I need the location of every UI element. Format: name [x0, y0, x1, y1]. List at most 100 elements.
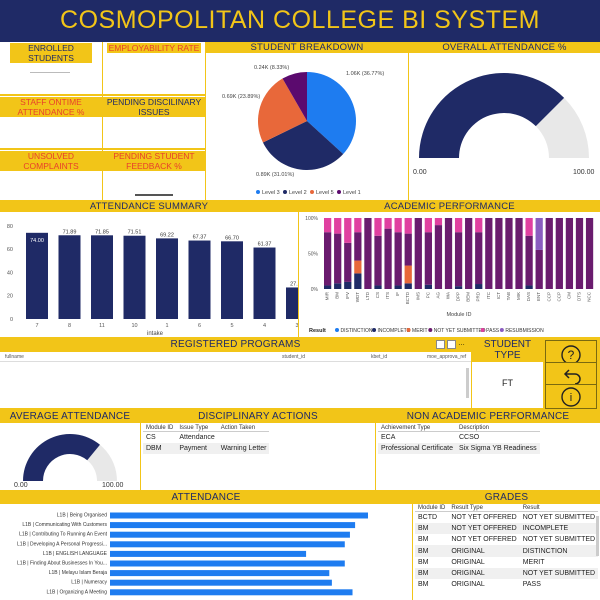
student-type-value[interactable]: FT: [502, 378, 513, 388]
bar[interactable]: [91, 235, 113, 319]
pie-slice[interactable]: [282, 72, 307, 121]
stack-segment[interactable]: [344, 218, 352, 243]
stack-segment[interactable]: [374, 285, 382, 289]
stack-segment[interactable]: [525, 285, 533, 289]
more-options-icon[interactable]: …: [458, 340, 465, 347]
stack-segment[interactable]: [505, 218, 513, 289]
gauge-fill[interactable]: [23, 434, 100, 481]
stack-segment[interactable]: [424, 218, 432, 233]
col-result-type[interactable]: Result Type: [451, 505, 483, 511]
bar[interactable]: [123, 235, 146, 319]
filter-icon[interactable]: [436, 340, 445, 349]
stack-segment[interactable]: [354, 232, 362, 261]
table-row[interactable]: DBM Payment Warning Letter: [143, 442, 270, 454]
bar[interactable]: [253, 247, 276, 319]
col-description[interactable]: Description: [458, 425, 489, 431]
col-result[interactable]: Result: [522, 505, 540, 511]
col-fullname[interactable]: fullname: [5, 354, 24, 360]
stack-segment[interactable]: [324, 232, 332, 286]
stack-segment[interactable]: [334, 283, 342, 289]
stack-segment[interactable]: [434, 218, 443, 226]
col-issue-type[interactable]: Issue Type: [179, 425, 209, 431]
info-button[interactable]: i: [545, 384, 597, 409]
stack-segment[interactable]: [354, 218, 362, 233]
stack-segment[interactable]: [525, 218, 533, 236]
col-moe-ref[interactable]: moe_approva_ref: [427, 354, 467, 360]
col-action-taken[interactable]: Action Taken: [220, 425, 256, 431]
hbar[interactable]: [110, 560, 345, 567]
stack-segment[interactable]: [535, 249, 543, 289]
stack-segment[interactable]: [394, 232, 402, 286]
stack-segment[interactable]: [475, 284, 483, 289]
stack-segment[interactable]: [485, 218, 493, 289]
stack-segment[interactable]: [535, 218, 543, 250]
hbar[interactable]: [110, 570, 330, 577]
table-row[interactable]: ECA CCSO: [378, 432, 540, 443]
stack-segment[interactable]: [424, 284, 432, 289]
stack-segment[interactable]: [354, 273, 362, 289]
stack-segment[interactable]: [404, 265, 412, 284]
bar[interactable]: [156, 238, 178, 319]
stack-segment[interactable]: [525, 235, 533, 286]
bar[interactable]: [26, 232, 48, 319]
table-row[interactable]: BCTD NOT YET OFFERED NOT YET SUBMITTED: [415, 512, 598, 523]
stack-segment[interactable]: [374, 235, 382, 286]
stack-segment[interactable]: [495, 218, 503, 289]
stack-segment[interactable]: [515, 218, 523, 289]
table-row[interactable]: BM NOT YET OFFERED INCOMPLETE: [415, 522, 599, 535]
stack-segment[interactable]: [394, 218, 402, 233]
stack-segment[interactable]: [454, 232, 463, 287]
stack-segment[interactable]: [454, 286, 463, 289]
grades-scrollbar[interactable]: [596, 516, 599, 556]
stack-segment[interactable]: [374, 218, 382, 236]
hbar[interactable]: [110, 531, 350, 538]
table-row[interactable]: BM ORIGINAL DISTINCTION: [415, 545, 599, 557]
pie-slice[interactable]: [258, 78, 307, 143]
hbar[interactable]: [110, 512, 368, 519]
table-row[interactable]: BM ORIGINAL PASS: [415, 579, 598, 590]
stack-segment[interactable]: [465, 218, 473, 289]
stack-segment[interactable]: [364, 218, 372, 289]
hbar[interactable]: [110, 589, 353, 596]
stack-segment[interactable]: [475, 218, 483, 233]
table-row[interactable]: CS Attendance: [143, 432, 269, 443]
bar[interactable]: [58, 235, 81, 319]
table-row[interactable]: BM ORIGINAL MERIT: [415, 557, 598, 568]
stack-segment[interactable]: [384, 218, 392, 229]
stack-segment[interactable]: [394, 285, 402, 289]
stack-segment[interactable]: [324, 285, 332, 289]
hbar[interactable]: [110, 579, 332, 586]
stack-segment[interactable]: [324, 218, 332, 233]
pie-slice[interactable]: [262, 121, 344, 170]
stack-segment[interactable]: [434, 225, 443, 289]
pie-slice[interactable]: [307, 72, 356, 155]
bar[interactable]: [188, 240, 211, 319]
stack-segment[interactable]: [424, 232, 432, 285]
stack-segment[interactable]: [404, 283, 412, 289]
stack-segment[interactable]: [344, 281, 352, 289]
focus-mode-icon[interactable]: [447, 340, 456, 349]
stack-segment[interactable]: [404, 233, 412, 266]
hbar[interactable]: [110, 550, 307, 557]
table-row[interactable]: BM NOT YET OFFERED NOT YET SUBMITTED: [415, 534, 598, 545]
stack-segment[interactable]: [334, 218, 342, 234]
stack-segment[interactable]: [585, 218, 594, 289]
stack-segment[interactable]: [454, 218, 463, 233]
stack-segment[interactable]: [475, 232, 483, 285]
stack-segment[interactable]: [334, 233, 342, 284]
stack-segment[interactable]: [384, 228, 392, 289]
bar[interactable]: [286, 287, 298, 319]
stack-segment[interactable]: [414, 218, 422, 289]
hbar[interactable]: [110, 541, 345, 548]
table-row[interactable]: BM ORIGINAL NOT YET SUBMITTED: [415, 567, 599, 580]
stack-segment[interactable]: [555, 218, 563, 289]
col-module-id[interactable]: Module ID: [146, 425, 174, 431]
col-kbet-id[interactable]: kbet_id: [371, 354, 388, 360]
registered-programs-scrollbar[interactable]: [466, 368, 469, 398]
gauge-fill[interactable]: [419, 72, 565, 158]
stack-segment[interactable]: [354, 260, 362, 274]
table-row[interactable]: Professional Certificate Six Sigma YB Rea…: [378, 442, 540, 454]
stack-segment[interactable]: [404, 218, 412, 234]
stack-segment[interactable]: [545, 218, 553, 289]
bar[interactable]: [221, 241, 243, 319]
